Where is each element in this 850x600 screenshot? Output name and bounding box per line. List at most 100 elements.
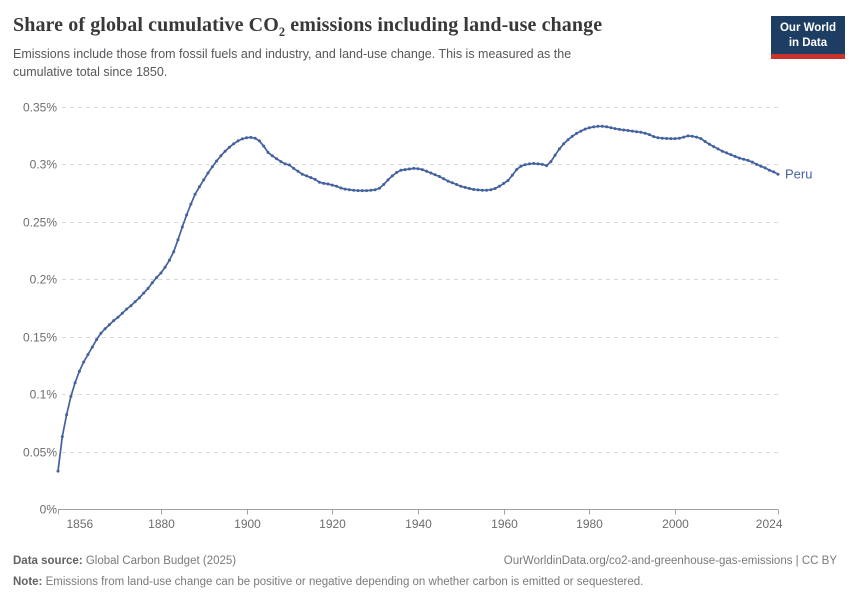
data-point-marker[interactable] bbox=[493, 187, 497, 190]
data-point-marker[interactable] bbox=[69, 394, 73, 398]
data-point-marker[interactable] bbox=[682, 135, 686, 139]
data-point-marker[interactable] bbox=[463, 185, 467, 189]
data-point-marker[interactable] bbox=[605, 125, 609, 129]
data-point-marker[interactable] bbox=[497, 184, 501, 188]
data-point-marker[interactable] bbox=[767, 168, 771, 172]
data-point-marker[interactable] bbox=[626, 129, 630, 132]
data-point-marker[interactable] bbox=[707, 142, 711, 146]
data-point-marker[interactable] bbox=[647, 133, 651, 137]
data-point-marker[interactable] bbox=[202, 178, 206, 182]
data-point-marker[interactable] bbox=[750, 160, 754, 164]
data-point-marker[interactable] bbox=[416, 167, 420, 171]
data-point-marker[interactable] bbox=[245, 136, 249, 140]
data-point-marker[interactable] bbox=[712, 145, 716, 149]
data-point-marker[interactable] bbox=[579, 129, 583, 133]
data-point-marker[interactable] bbox=[146, 287, 150, 290]
data-point-marker[interactable] bbox=[450, 181, 454, 185]
data-point-marker[interactable] bbox=[142, 291, 146, 295]
data-point-marker[interactable] bbox=[163, 265, 167, 269]
data-point-marker[interactable] bbox=[133, 300, 137, 304]
data-point-marker[interactable] bbox=[373, 188, 377, 192]
data-point-marker[interactable] bbox=[472, 188, 476, 191]
data-point-marker[interactable] bbox=[540, 162, 544, 166]
peru-line[interactable] bbox=[57, 125, 779, 472]
data-point-marker[interactable] bbox=[656, 136, 660, 140]
data-point-marker[interactable] bbox=[215, 159, 219, 163]
data-point-marker[interactable] bbox=[506, 179, 510, 182]
data-point-marker[interactable] bbox=[232, 142, 236, 146]
data-point-marker[interactable] bbox=[536, 162, 540, 166]
data-point-marker[interactable] bbox=[335, 184, 339, 188]
data-point-marker[interactable] bbox=[737, 156, 741, 160]
data-point-marker[interactable] bbox=[395, 171, 399, 174]
data-point-marker[interactable] bbox=[643, 131, 647, 135]
data-point-marker[interactable] bbox=[120, 311, 124, 315]
data-point-marker[interactable] bbox=[733, 154, 737, 158]
data-point-marker[interactable] bbox=[596, 124, 600, 128]
data-point-marker[interactable] bbox=[720, 149, 724, 153]
data-point-marker[interactable] bbox=[167, 258, 171, 262]
data-point-marker[interactable] bbox=[699, 137, 703, 141]
data-point-marker[interactable] bbox=[107, 323, 111, 327]
data-point-marker[interactable] bbox=[480, 188, 484, 192]
data-point-marker[interactable] bbox=[360, 189, 364, 193]
data-point-marker[interactable] bbox=[317, 180, 321, 184]
data-point-marker[interactable] bbox=[403, 168, 407, 172]
data-source-value[interactable]: Global Carbon Budget (2025) bbox=[82, 554, 237, 567]
data-point-marker[interactable] bbox=[300, 172, 304, 176]
data-point-marker[interactable] bbox=[652, 135, 656, 139]
data-point-marker[interactable] bbox=[476, 188, 480, 192]
data-point-marker[interactable] bbox=[65, 413, 69, 417]
data-point-marker[interactable] bbox=[266, 150, 270, 154]
data-point-marker[interactable] bbox=[622, 128, 626, 132]
data-point-marker[interactable] bbox=[279, 160, 283, 164]
data-point-marker[interactable] bbox=[669, 137, 673, 141]
data-point-marker[interactable] bbox=[305, 174, 309, 178]
data-point-marker[interactable] bbox=[587, 126, 591, 130]
data-point-marker[interactable] bbox=[347, 188, 351, 192]
data-point-marker[interactable] bbox=[197, 185, 201, 189]
data-point-marker[interactable] bbox=[129, 304, 133, 308]
data-point-marker[interactable] bbox=[356, 189, 360, 193]
data-point-marker[interactable] bbox=[369, 188, 373, 192]
data-point-marker[interactable] bbox=[630, 129, 634, 133]
data-point-marker[interactable] bbox=[562, 142, 566, 146]
data-point-marker[interactable] bbox=[189, 202, 193, 206]
data-point-marker[interactable] bbox=[759, 164, 763, 168]
data-point-marker[interactable] bbox=[772, 170, 776, 174]
data-point-marker[interactable] bbox=[429, 171, 433, 175]
data-point-marker[interactable] bbox=[553, 153, 557, 157]
data-point-marker[interactable] bbox=[56, 469, 60, 473]
data-point-marker[interactable] bbox=[515, 168, 519, 172]
data-point-marker[interactable] bbox=[249, 135, 253, 139]
data-point-marker[interactable] bbox=[746, 158, 750, 162]
data-point-marker[interactable] bbox=[155, 276, 159, 280]
data-point-marker[interactable] bbox=[455, 183, 459, 186]
data-point-marker[interactable] bbox=[686, 134, 690, 138]
data-point-marker[interactable] bbox=[365, 189, 369, 193]
data-point-marker[interactable] bbox=[639, 130, 643, 134]
data-point-marker[interactable] bbox=[159, 271, 163, 275]
data-point-marker[interactable] bbox=[99, 331, 103, 335]
data-point-marker[interactable] bbox=[459, 184, 463, 188]
data-point-marker[interactable] bbox=[665, 137, 669, 140]
data-point-marker[interactable] bbox=[442, 177, 446, 181]
data-point-marker[interactable] bbox=[82, 360, 86, 364]
data-point-marker[interactable] bbox=[309, 176, 313, 180]
data-point-marker[interactable] bbox=[180, 225, 184, 229]
data-point-marker[interactable] bbox=[86, 353, 90, 356]
data-point-marker[interactable] bbox=[339, 186, 343, 190]
data-point-marker[interactable] bbox=[275, 157, 279, 161]
data-point-marker[interactable] bbox=[617, 127, 621, 131]
data-point-marker[interactable] bbox=[103, 327, 107, 331]
data-point-marker[interactable] bbox=[755, 162, 759, 166]
data-point-marker[interactable] bbox=[690, 134, 694, 138]
data-point-marker[interactable] bbox=[262, 144, 266, 148]
data-point-marker[interactable] bbox=[386, 178, 390, 182]
data-point-marker[interactable] bbox=[287, 163, 291, 167]
data-point-marker[interactable] bbox=[549, 160, 553, 164]
data-point-marker[interactable] bbox=[677, 136, 681, 140]
owid-logo[interactable]: Our World in Data bbox=[770, 16, 845, 60]
data-point-marker[interactable] bbox=[583, 127, 587, 131]
data-point-marker[interactable] bbox=[600, 124, 604, 128]
